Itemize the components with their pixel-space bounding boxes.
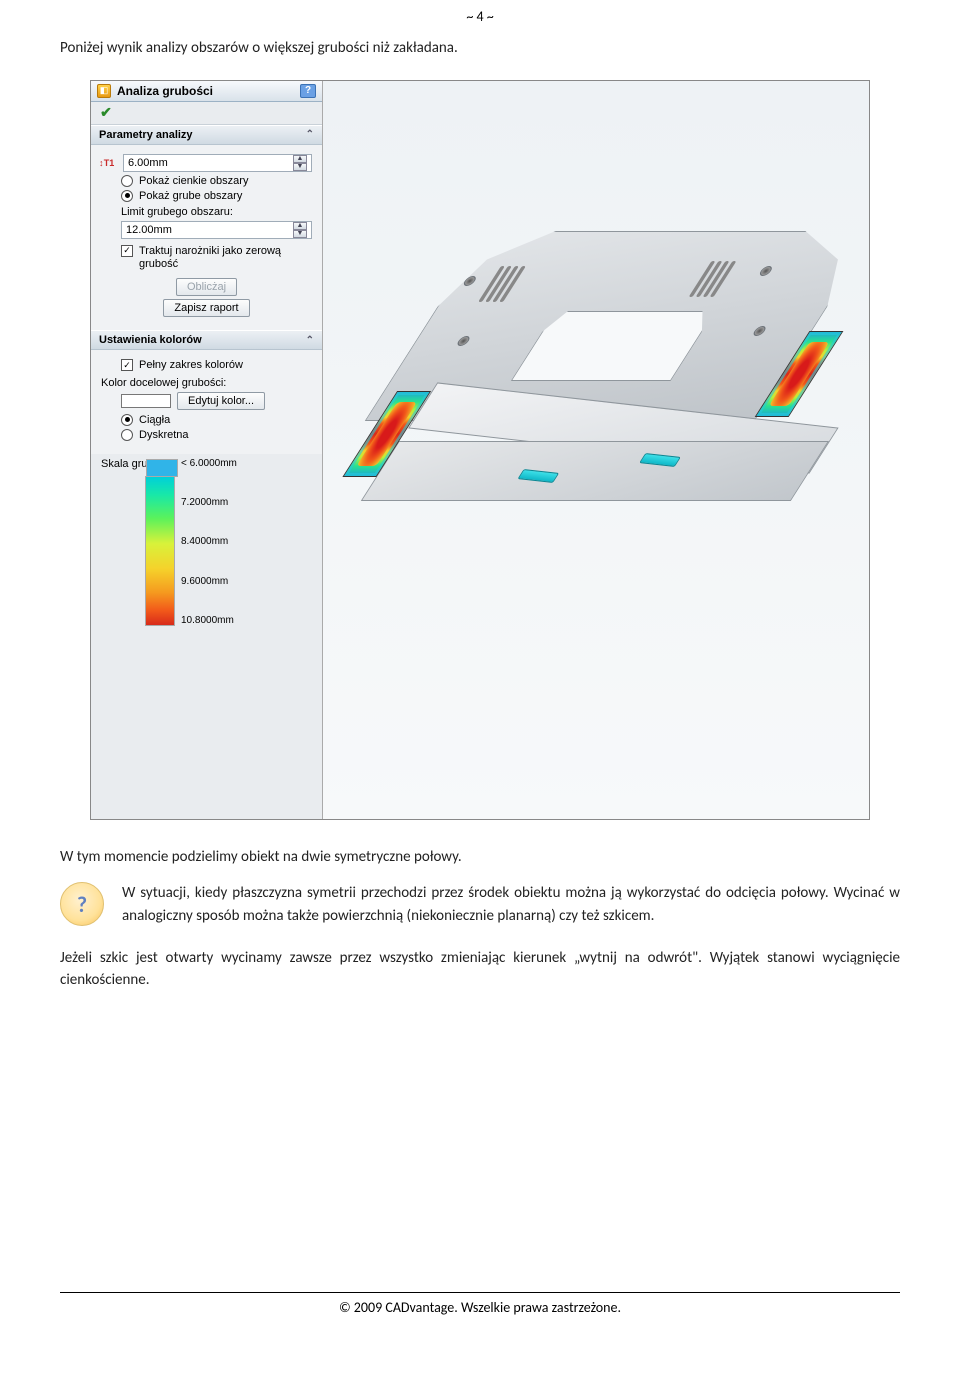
t1-value: 6.00mm bbox=[128, 157, 168, 169]
hint-text: W sytuacji, kiedy płaszczyzna symetrii p… bbox=[122, 882, 900, 929]
scale-value-3: 9.6000mm bbox=[181, 576, 237, 587]
model-viewport[interactable] bbox=[323, 81, 869, 819]
checkbox-corners-label: Traktuj narożniki jako zerową grubość bbox=[139, 245, 312, 273]
target-color-label: Kolor docelowej grubości: bbox=[101, 377, 226, 389]
section-header-params[interactable]: Parametry analizy ⌃ bbox=[91, 125, 322, 145]
radio-continuous[interactable] bbox=[121, 414, 133, 426]
scale-value-4: 10.8000mm bbox=[181, 615, 237, 626]
checkbox-full-range-label: Pełny zakres kolorów bbox=[139, 359, 243, 373]
bracket-model bbox=[364, 161, 853, 531]
panel-titlebar: ◧ Analiza grubości ? bbox=[91, 81, 322, 102]
ok-check-icon[interactable]: ✔ bbox=[97, 105, 115, 121]
solidworks-screenshot: ◧ Analiza grubości ? ✔ Parametry analizy… bbox=[90, 80, 870, 820]
thickness-scale: < 6.0000mm 7.2000mm 8.4000mm 9.6000mm 10… bbox=[91, 470, 322, 636]
thickness-analysis-icon: ◧ bbox=[97, 84, 111, 98]
confirm-row: ✔ bbox=[91, 102, 322, 125]
radio-thick-areas[interactable] bbox=[121, 190, 133, 202]
chevron-up-icon-2: ⌃ bbox=[306, 335, 314, 346]
radio-thick-label: Pokaż grube obszary bbox=[139, 190, 242, 202]
scale-gradient-bar bbox=[145, 476, 175, 626]
radio-continuous-label: Ciągła bbox=[139, 414, 170, 426]
property-manager-panel: ◧ Analiza grubości ? ✔ Parametry analizy… bbox=[91, 81, 323, 819]
t1-value-input[interactable]: 6.00mm ▲▼ bbox=[123, 154, 312, 172]
edit-color-button[interactable]: Edytuj kolor... bbox=[177, 392, 265, 410]
params-body: T1 6.00mm ▲▼ Pokaż cienkie obszary Pokaż… bbox=[91, 145, 322, 331]
question-bulb-icon: ? bbox=[60, 882, 104, 926]
thick-limit-input[interactable]: 12.00mm ▲▼ bbox=[121, 221, 312, 239]
scale-value-labels: < 6.0000mm 7.2000mm 8.4000mm 9.6000mm 10… bbox=[175, 458, 237, 626]
intro-paragraph: Poniżej wynik analizy obszarów o większe… bbox=[60, 37, 900, 60]
section-header-params-label: Parametry analizy bbox=[99, 129, 193, 141]
save-report-button[interactable]: Zapisz raport bbox=[163, 299, 249, 317]
checkbox-full-range[interactable] bbox=[121, 359, 133, 371]
calculate-button[interactable]: Oblicżaj bbox=[176, 278, 237, 296]
scale-value-2: 8.4000mm bbox=[181, 536, 237, 547]
help-icon[interactable]: ? bbox=[300, 84, 316, 98]
scale-value-0: < 6.0000mm bbox=[181, 458, 237, 469]
panel-title: Analiza grubości bbox=[117, 84, 294, 98]
checkbox-corners[interactable] bbox=[121, 245, 133, 257]
page-number: ~ 4 ~ bbox=[0, 0, 960, 37]
chevron-up-icon: ⌃ bbox=[306, 129, 314, 140]
radio-thin-label: Pokaż cienkie obszary bbox=[139, 175, 248, 187]
page-footer: © 2009 CADvantage. Wszelkie prawa zastrz… bbox=[60, 1292, 900, 1336]
t1-icon: T1 bbox=[101, 156, 117, 170]
thick-limit-label: Limit grubego obszaru: bbox=[121, 206, 233, 218]
target-color-swatch[interactable] bbox=[121, 394, 171, 408]
radio-discrete[interactable] bbox=[121, 429, 133, 441]
spin-buttons[interactable]: ▲▼ bbox=[293, 155, 307, 171]
hint-block: ? W sytuacji, kiedy płaszczyzna symetrii… bbox=[0, 882, 960, 947]
split-text: W tym momencie podzielimy obiekt na dwie… bbox=[60, 846, 900, 869]
scale-value-1: 7.2000mm bbox=[181, 497, 237, 508]
section-header-colors[interactable]: Ustawienia kolorów ⌃ bbox=[91, 330, 322, 350]
thick-limit-value: 12.00mm bbox=[126, 224, 172, 236]
sketch-text: Jeżeli szkic jest otwarty wycinamy zawsz… bbox=[60, 947, 900, 992]
section-header-colors-label: Ustawienia kolorów bbox=[99, 334, 202, 346]
colors-body: Pełny zakres kolorów Kolor docelowej gru… bbox=[91, 350, 322, 454]
radio-discrete-label: Dyskretna bbox=[139, 429, 189, 441]
spin-buttons-2[interactable]: ▲▼ bbox=[293, 222, 307, 238]
radio-thin-areas[interactable] bbox=[121, 175, 133, 187]
